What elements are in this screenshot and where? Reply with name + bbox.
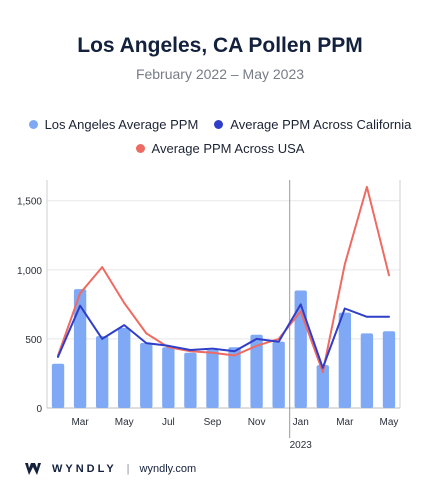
bar: [382, 331, 396, 408]
x-tick-label: Nov: [248, 417, 266, 428]
x-tick-label: May: [380, 417, 399, 428]
bar: [51, 363, 65, 408]
chart-title: Los Angeles, CA Pollen PPM: [77, 34, 363, 57]
wyndly-logo-icon: [25, 463, 41, 475]
legend-item-bars: Los Angeles Average PPM: [28, 117, 199, 132]
bar: [73, 289, 87, 408]
bar: [360, 333, 374, 408]
bar: [118, 327, 131, 408]
footer-domain[interactable]: wyndly.com: [139, 463, 197, 475]
x-tick-label: Mar: [71, 417, 89, 428]
bar: [338, 312, 352, 408]
bar: [250, 334, 263, 408]
bar: [206, 349, 219, 408]
bar: [140, 343, 153, 408]
footer-separator: |: [126, 463, 130, 475]
bar: [162, 347, 175, 408]
chart-subtitle: February 2022 – May 2023: [135, 66, 305, 82]
bar: [184, 352, 197, 408]
y-tick-label: 1,000: [17, 266, 42, 277]
y-tick-label: 1,500: [17, 197, 42, 208]
legend-swatch-bars: [28, 120, 38, 129]
legend-item-usa: Average PPM Across USA: [135, 141, 305, 156]
series-line-california: [57, 303, 390, 369]
legend-row-1: Los Angeles Average PPM Average PPM Acro…: [0, 117, 440, 132]
bar: [95, 336, 109, 408]
bar: [228, 347, 241, 408]
x-year-label: 2023: [290, 440, 313, 451]
bar: [294, 290, 307, 408]
x-tick-label: May: [115, 417, 134, 428]
series-line-usa: [57, 185, 390, 374]
legend-swatch-usa: [135, 144, 145, 153]
bar: [316, 365, 329, 408]
x-tick-label: Sep: [204, 417, 222, 428]
legend-item-california: Average PPM Across California: [214, 117, 411, 132]
legend-label-california: Average PPM Across California: [230, 117, 412, 132]
brand-name: WYNDLY: [52, 463, 117, 475]
y-tick-label: 500: [25, 335, 42, 346]
x-tick-label: Mar: [336, 417, 354, 428]
x-tick-label: Jan: [293, 417, 309, 428]
bar: [272, 341, 285, 408]
legend-row-2: Average PPM Across USA: [0, 141, 440, 156]
legend-label-usa: Average PPM Across USA: [151, 141, 305, 156]
legend-swatch-california: [214, 120, 224, 129]
footer: WYNDLY | wyndly.com: [24, 462, 196, 476]
pollen-chart: 0 500 1,000 1,500 Mar May Jul Sep Nov Jan Mar May 20…: [17, 180, 401, 451]
y-tick-label: 0: [36, 404, 42, 415]
x-tick-label: Jul: [162, 417, 175, 428]
legend-label-bars: Los Angeles Average PPM: [44, 117, 199, 132]
